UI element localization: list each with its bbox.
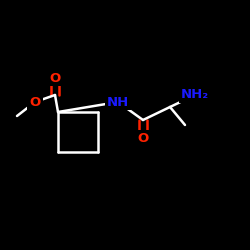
Text: NH₂: NH₂: [181, 88, 209, 102]
Text: O: O: [30, 96, 40, 108]
Text: O: O: [50, 72, 60, 85]
Text: NH: NH: [107, 96, 129, 108]
Text: O: O: [138, 132, 148, 144]
